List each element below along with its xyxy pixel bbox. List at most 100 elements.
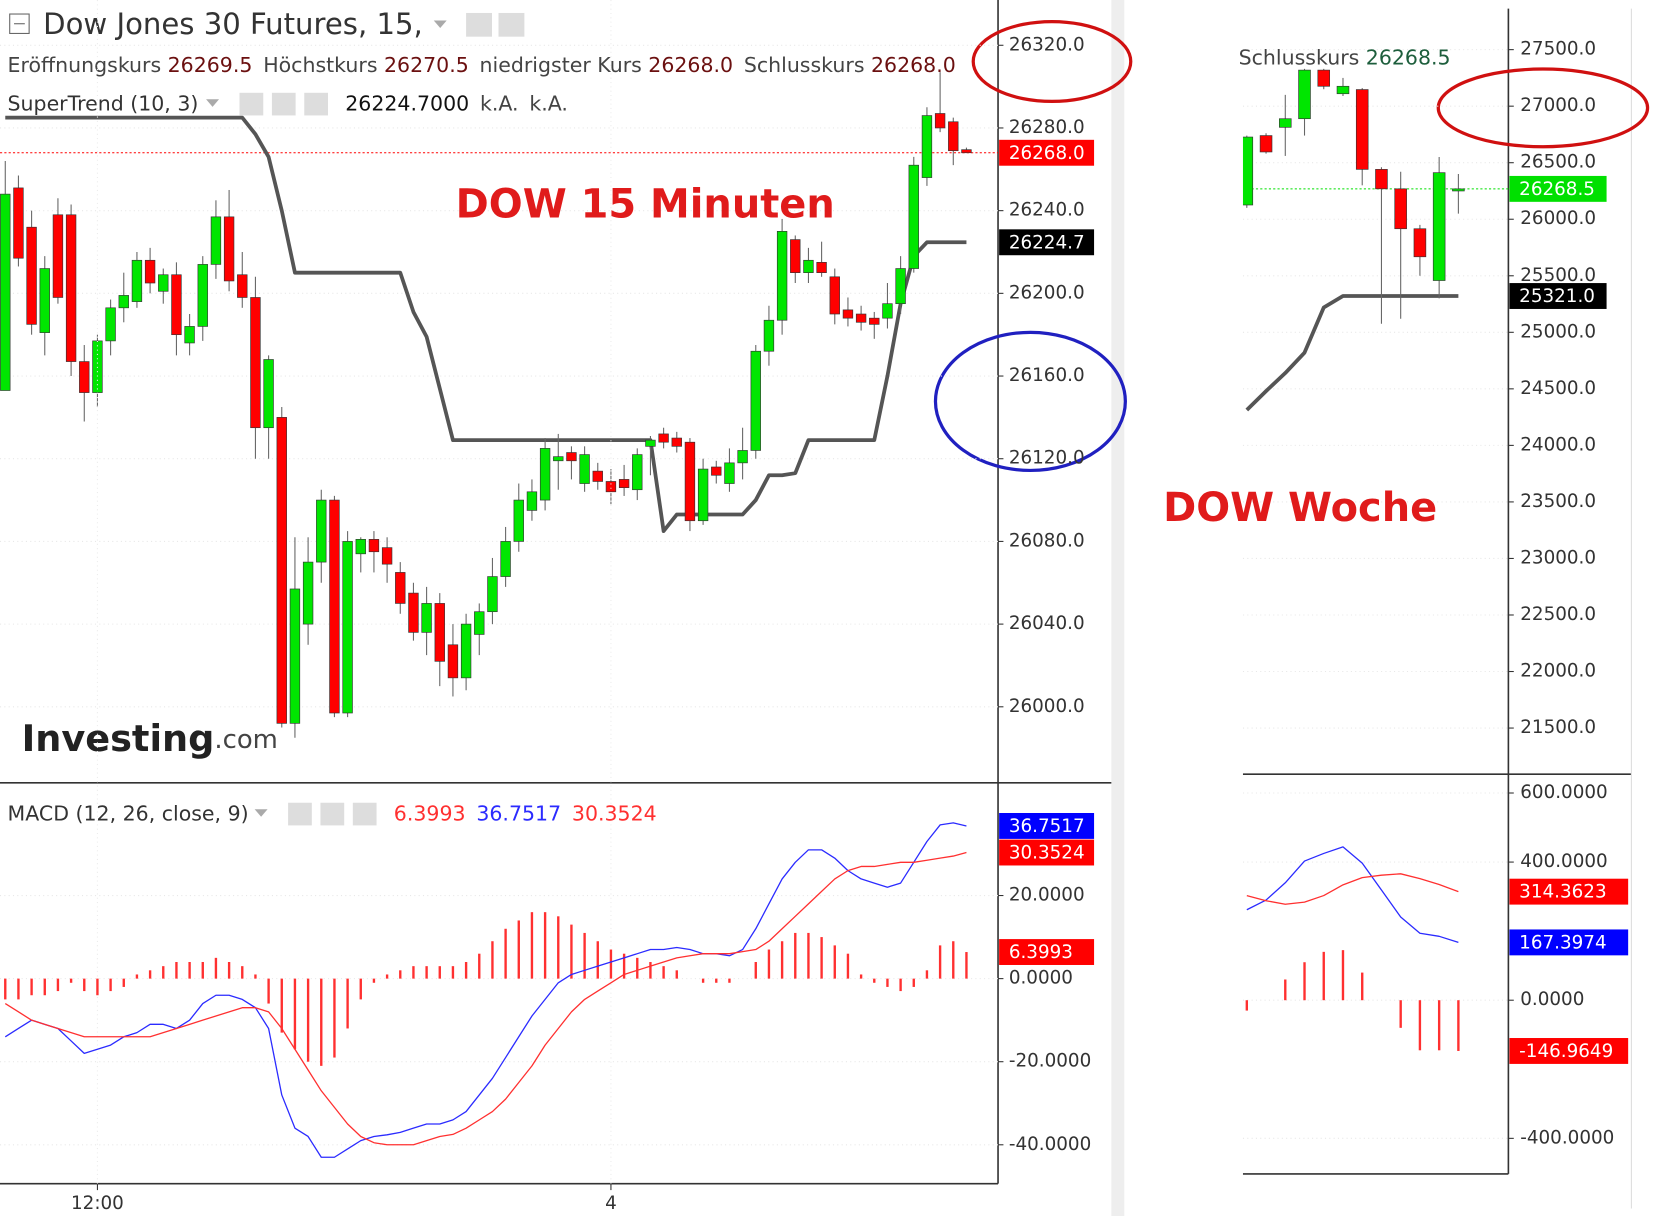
- candle-body: [408, 592, 419, 633]
- price-tag: [999, 839, 1095, 866]
- indicator-line: [1246, 846, 1459, 944]
- y-tick-label: 26240.0: [1009, 200, 1085, 221]
- histogram-bar: [175, 962, 178, 979]
- candle-body: [39, 268, 50, 333]
- settings-icon[interactable]: [466, 12, 493, 37]
- candle-body: [1336, 85, 1350, 95]
- histogram-bar: [846, 953, 850, 979]
- candle-body: [26, 226, 37, 325]
- dropdown-icon[interactable]: [254, 809, 268, 817]
- price-tag: [1509, 175, 1607, 202]
- dropdown-icon[interactable]: [433, 20, 447, 29]
- candle-body: [750, 350, 761, 451]
- histogram-bar: [938, 945, 942, 979]
- y-tick-label: 22500.0: [1520, 604, 1596, 625]
- settings-icon[interactable]: [498, 12, 525, 37]
- price-tag-label: 25321.0: [1519, 286, 1595, 307]
- plot-area: [1245, 846, 1460, 1051]
- annotation: DOW 15 Minuten: [456, 182, 835, 228]
- histogram-bar: [56, 978, 60, 992]
- candle-body: [645, 439, 656, 447]
- legend-value: 26268.5: [1366, 45, 1451, 69]
- histogram-bar: [1284, 979, 1287, 1001]
- price-tag-label: 167.3974: [1519, 932, 1606, 953]
- histogram-bar: [583, 932, 586, 979]
- histogram-bar: [1457, 1000, 1460, 1051]
- y-tick-label: -20.0000: [1009, 1051, 1091, 1072]
- legend-label: niedrigster Kurs: [480, 53, 642, 77]
- histogram-bar: [254, 974, 257, 979]
- candle-body: [144, 259, 156, 284]
- candle-body: [184, 326, 195, 344]
- indicator-value: k.A.: [480, 92, 519, 116]
- settings-icon[interactable]: [320, 802, 345, 826]
- ohlc-legend: Schlusskurs 26268.5: [1239, 45, 1451, 69]
- histogram-bar: [530, 912, 534, 979]
- candle-body: [447, 644, 459, 679]
- dropdown-icon[interactable]: [206, 99, 220, 107]
- x-tick-label: 4: [605, 1193, 617, 1214]
- candle-body: [171, 274, 182, 336]
- histogram-bar: [517, 920, 520, 979]
- settings-icon[interactable]: [288, 802, 312, 826]
- candle-body: [263, 359, 274, 429]
- highlight-ellipse: [971, 19, 1133, 104]
- price-tag: [1509, 1038, 1629, 1064]
- histogram-bar: [873, 978, 876, 983]
- price-tag-label: 30.3524: [1009, 843, 1085, 864]
- candle-body: [1375, 169, 1388, 190]
- histogram-bar: [451, 966, 455, 979]
- settings-icon[interactable]: [239, 92, 264, 116]
- indicator-value: k.A.: [529, 92, 568, 116]
- candle-body: [895, 268, 906, 305]
- candle-body: [869, 317, 880, 325]
- candle-body: [237, 274, 248, 298]
- histogram-bar: [965, 952, 968, 979]
- candle-body: [500, 541, 511, 577]
- candle-body: [381, 547, 393, 565]
- settings-icon[interactable]: [271, 92, 296, 116]
- indicator-value: 6.3993: [394, 802, 466, 826]
- indicator-line: [1245, 294, 1459, 412]
- histogram-bar: [1399, 1000, 1402, 1028]
- histogram-bar: [267, 978, 270, 1004]
- histogram-bar: [1361, 972, 1364, 1001]
- price-tag: [1509, 283, 1607, 309]
- histogram-bar: [859, 974, 863, 979]
- price-tag-label: 26268.5: [1519, 179, 1595, 200]
- indicator-value: 36.7517: [476, 802, 561, 826]
- candle-body: [539, 448, 551, 501]
- histogram-bar: [188, 962, 191, 979]
- y-tick-label: 0.0000: [1520, 989, 1584, 1010]
- candle-body: [829, 276, 840, 315]
- histogram-bar: [464, 962, 468, 979]
- candle-body: [816, 262, 827, 273]
- candle-body: [711, 466, 722, 476]
- legend-value: 26268.0: [871, 53, 956, 77]
- candle-body: [289, 588, 301, 724]
- histogram-bar: [925, 970, 929, 979]
- close-icon[interactable]: [352, 802, 377, 826]
- histogram-bar: [504, 928, 507, 979]
- histogram-bar: [557, 916, 560, 979]
- histogram-bar: [1303, 962, 1306, 1001]
- candle-body: [632, 454, 643, 491]
- close-icon[interactable]: [304, 92, 329, 116]
- histogram-bar: [609, 949, 613, 979]
- candle-body: [579, 454, 590, 484]
- candle-body: [1432, 172, 1446, 281]
- candle-body: [158, 274, 169, 292]
- y-tick-label: 21500.0: [1520, 717, 1596, 738]
- candle-body: [737, 450, 748, 464]
- price-tag-label: 26224.7: [1009, 232, 1085, 253]
- histogram-bar: [280, 978, 283, 1033]
- candle-body: [776, 231, 788, 321]
- price-tag: [1509, 929, 1629, 956]
- candle-body: [1413, 228, 1427, 258]
- histogram-bar: [399, 970, 402, 979]
- collapse-icon[interactable]: [9, 13, 30, 34]
- candle-body: [1452, 188, 1465, 192]
- y-tick-label: 26000.0: [1009, 696, 1085, 717]
- candle-body: [342, 541, 353, 714]
- candle-body: [434, 603, 445, 662]
